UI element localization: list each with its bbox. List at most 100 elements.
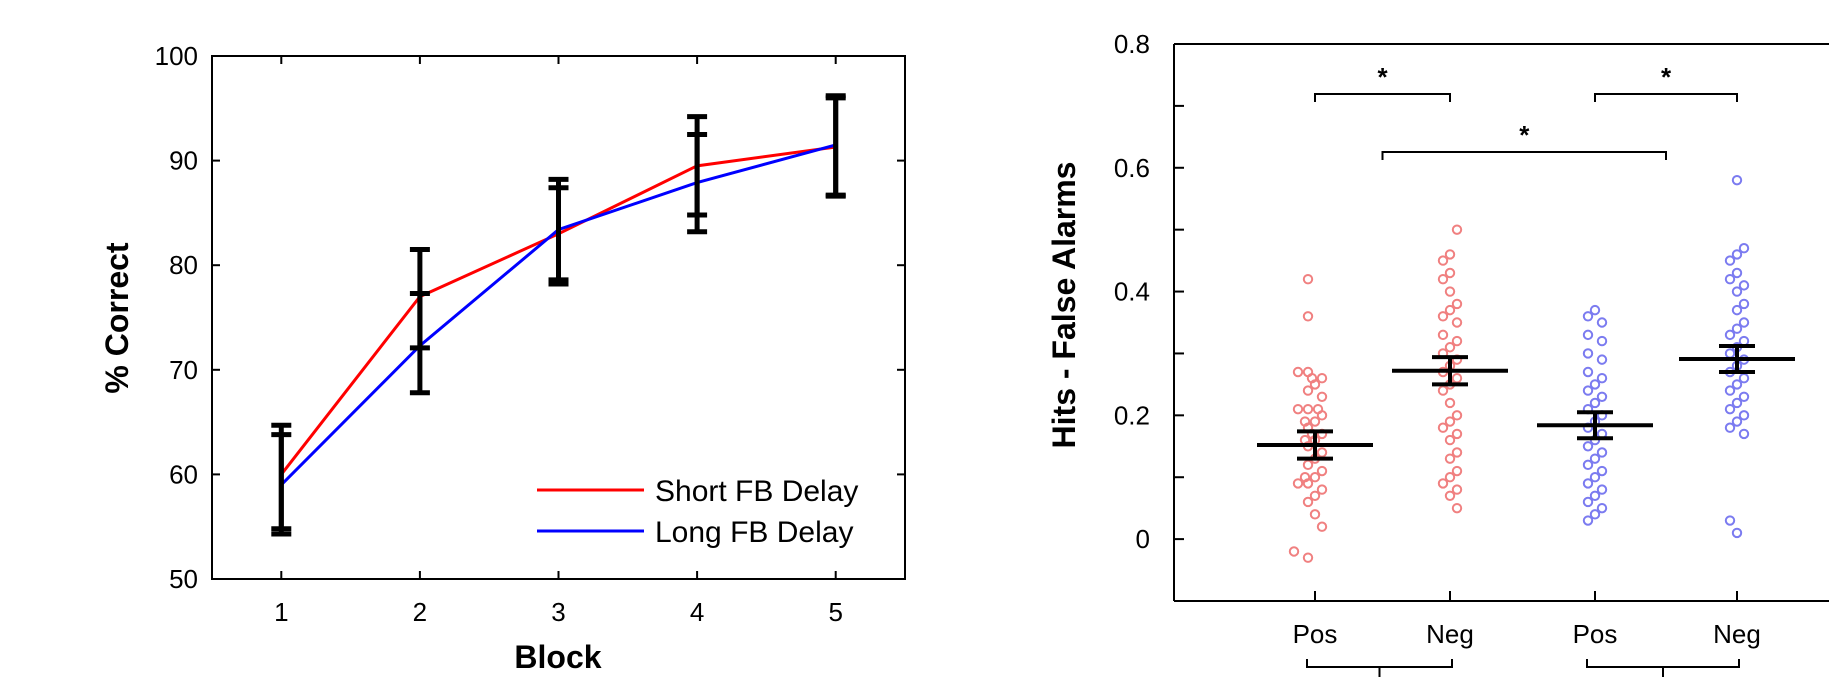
data-point: [1437, 385, 1449, 396]
significance-star: *: [1661, 62, 1672, 92]
data-point: [1451, 410, 1463, 421]
significance-star: *: [1377, 62, 1388, 92]
data-point: [1444, 434, 1456, 446]
data-point: [1731, 249, 1743, 260]
data-point: [1724, 385, 1736, 396]
legend-label-long: Long FB Delay: [655, 516, 853, 549]
data-point: [1582, 478, 1594, 489]
data-point: [1738, 410, 1750, 421]
data-point: [1582, 496, 1594, 508]
right-y-tick-label: 0: [1136, 524, 1150, 554]
right-ticks: 0 0.2 0.4 0.6 0.8 Pos Neg Pos Neg: [1114, 29, 1761, 649]
data-point: [1738, 243, 1750, 254]
data-point: [1724, 348, 1736, 359]
y-tick-label: 80: [169, 250, 198, 280]
legend: Short FB Delay Long FB Delay: [537, 475, 858, 549]
data-point: [1589, 304, 1601, 316]
data-point: [1302, 273, 1314, 285]
data-point: [1309, 472, 1321, 483]
data-point: [1589, 509, 1601, 520]
data-point: [1444, 397, 1456, 409]
data-point: [1731, 527, 1743, 539]
data-point: [1724, 329, 1736, 341]
data-point: [1731, 323, 1743, 334]
data-point: [1302, 403, 1314, 415]
data-point: [1596, 465, 1608, 477]
data-point: [1589, 472, 1601, 483]
data-point: [1451, 335, 1463, 347]
data-point: [1316, 410, 1328, 421]
data-point: [1582, 366, 1594, 378]
data-point: [1309, 379, 1321, 390]
right-y-tick-label: 0.6: [1114, 153, 1150, 183]
x-axis-label: Block: [514, 639, 601, 675]
y-tick-label: 50: [169, 564, 198, 594]
data-point: [1596, 373, 1608, 384]
y-tick-label: 90: [169, 146, 198, 176]
data-point: [1309, 416, 1321, 427]
significance-star: *: [1519, 120, 1530, 150]
data-point: [1451, 465, 1463, 477]
data-point: [1731, 304, 1743, 316]
data-point: [1582, 311, 1594, 322]
significance-bracket: [1594, 93, 1738, 102]
data-point: [1444, 342, 1456, 353]
data-point: [1724, 273, 1736, 285]
data-point: [1316, 484, 1328, 495]
data-point: [1738, 280, 1750, 291]
category-label: Pos: [1293, 619, 1338, 649]
data-point: [1288, 546, 1300, 557]
group-bracket: [1586, 659, 1740, 668]
data-point: [1589, 490, 1601, 501]
data-point: [1437, 478, 1449, 489]
data-point: [1451, 317, 1463, 328]
right-y-axis-label: Hits - False Alarms: [1046, 162, 1082, 449]
data-point: [1309, 509, 1321, 520]
right-y-tick-label: 0.8: [1114, 29, 1150, 59]
left-ticks: 50 60 70 80 90 100 1 2 3 4 5: [155, 41, 905, 627]
data-point: [1437, 273, 1449, 285]
data-point: [1451, 428, 1463, 440]
data-point: [1444, 472, 1456, 483]
data-point: [1451, 224, 1463, 235]
data-point: [1302, 311, 1314, 322]
data-point: [1724, 403, 1736, 415]
data-point: [1451, 298, 1463, 310]
data-point: [1596, 391, 1608, 402]
data-point: [1582, 348, 1594, 359]
data-point: [1437, 329, 1449, 341]
data-point: [1292, 478, 1304, 489]
data-point: [1302, 496, 1314, 508]
data-point: [1731, 379, 1743, 390]
data-point: [1738, 298, 1750, 310]
y-tick-label: 70: [169, 355, 198, 385]
data-point: [1437, 422, 1449, 433]
data-point: [1582, 329, 1594, 341]
data-point: [1451, 502, 1463, 514]
x-tick-label: 4: [690, 597, 704, 627]
data-point: [1596, 447, 1608, 458]
data-point: [1437, 255, 1449, 266]
data-point: [1582, 459, 1594, 471]
data-point: [1731, 397, 1743, 409]
line-chart-panel: 50 60 70 80 90 100 1 2 3 4 5 Block % Correct Short…: [99, 41, 906, 675]
data-point: [1437, 311, 1449, 322]
data-point: [1309, 490, 1321, 501]
right-means: [1257, 344, 1795, 461]
data-point: [1724, 515, 1736, 526]
category-label: Neg: [1426, 619, 1474, 649]
category-label: Neg: [1713, 619, 1761, 649]
data-point: [1589, 453, 1601, 464]
data-point: [1582, 515, 1594, 526]
data-point: [1444, 304, 1456, 316]
x-tick-label: 2: [413, 597, 427, 627]
data-point: [1596, 335, 1608, 347]
group-bracket: [1306, 659, 1453, 668]
scatter-chart-panel: 0 0.2 0.4 0.6 0.8 Pos Neg Pos Neg * * * Hits - Fal…: [1046, 29, 1829, 677]
data-point: [1316, 521, 1328, 532]
data-point: [1316, 391, 1328, 402]
data-point: [1596, 354, 1608, 365]
data-point: [1731, 267, 1743, 279]
data-point: [1738, 428, 1750, 440]
